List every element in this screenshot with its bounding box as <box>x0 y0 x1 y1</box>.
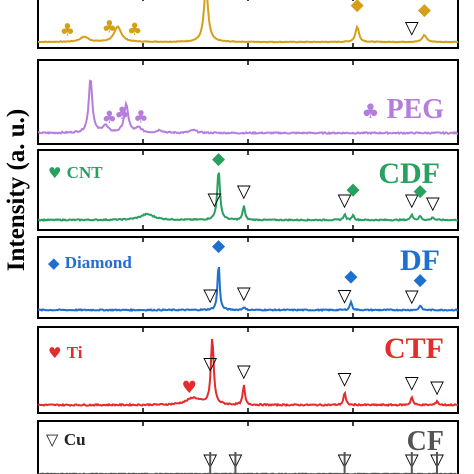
panel-top: ♣ ♣ ♣◆▽◆ <box>37 0 459 49</box>
peak-marker-diamond: ◆ <box>346 180 360 200</box>
series-line-top <box>37 0 459 44</box>
peak-marker-diamond: ◆ <box>351 0 365 15</box>
y-axis-label: Intensity (a. u.) <box>3 109 30 272</box>
sample-label-text: CF <box>407 426 444 457</box>
peak-marker-triangle: ▽ <box>338 286 352 307</box>
peak-marker-diamond: ◆ <box>418 0 432 20</box>
peak-marker-diamond: ◆ <box>212 149 226 169</box>
panel-cdf: ◆▽ ▽ ▽◆▽◆▽CDF♥ CNT <box>37 149 459 231</box>
series-line-cdf <box>37 172 458 222</box>
peak-marker-triangle: ▽ <box>237 181 251 202</box>
panel-frame <box>37 420 459 474</box>
peak-marker-triangle: ▽ <box>203 285 217 306</box>
legend-entry-cdf: ♥ CNT <box>48 163 103 182</box>
peak-marker-club: ♣ <box>102 108 117 128</box>
peak-marker-triangle: ▽ <box>405 18 419 39</box>
sample-label-cdf: CDF <box>378 157 440 190</box>
legend-triangle-icon: ▽ <box>46 430 64 449</box>
peak-marker-triangle: ▽ <box>430 377 444 398</box>
peak-marker-triangle: ▽ <box>405 286 419 307</box>
peak-marker-club: ♣ <box>133 107 148 127</box>
peak-marker-triangle: ▽ <box>203 354 217 375</box>
peak-marker-club: ♣ <box>102 18 117 38</box>
sample-label-text: CDF <box>378 157 440 190</box>
peak-marker-club: ♣ <box>60 20 75 40</box>
legend-text: Ti <box>67 343 83 362</box>
sample-label-df: DF <box>400 244 440 277</box>
legend-entry-cf: ▽ Cu <box>46 430 86 449</box>
legend-entry-ctf: ♥ Ti <box>48 343 83 362</box>
series-line-df <box>37 266 459 313</box>
peak-marker-triangle: ▽ <box>405 190 419 211</box>
legend-text: Cu <box>64 430 86 449</box>
panel-df: ◆▽ ▽ ▽◆▽◆DF◆ Diamond <box>37 236 459 319</box>
sample-label-ctf: CTF <box>384 332 444 365</box>
legend-text: CNT <box>67 163 104 182</box>
sample-label-text: PEG <box>386 94 444 125</box>
peak-marker-triangle: ▽ <box>405 373 419 394</box>
sample-label-cf: CF <box>407 426 444 457</box>
sample-label-peg: ♣ PEG <box>362 94 445 125</box>
panel-peg: ♣♣ ♣ ♣ PEG <box>37 59 459 145</box>
series-line-peg <box>37 79 459 136</box>
peak-marker-diamond: ◆ <box>414 270 428 290</box>
series-line-ctf <box>37 338 459 408</box>
peak-marker-diamond: ◆ <box>212 236 226 256</box>
legend-text: Diamond <box>65 253 133 272</box>
peak-marker-triangle: ▽ <box>237 283 251 304</box>
peak-marker-triangle: ▽ <box>426 193 440 214</box>
peak-marker-triangle: ▽ <box>338 368 352 389</box>
legend-entry-df: ◆ Diamond <box>48 253 132 272</box>
peak-marker-diamond: ◆ <box>344 267 358 287</box>
panel-frame <box>37 236 459 319</box>
legend-diamond-icon: ◆ <box>48 254 65 272</box>
peak-marker-diamond: ◆ <box>414 181 428 201</box>
peak-marker-club: ♣ <box>114 104 129 124</box>
peak-marker-triangle: ▽ <box>207 189 221 210</box>
peak-marker-club: ♣ <box>127 20 142 40</box>
legend-heart-icon: ♥ <box>48 344 67 362</box>
sample-label-text: DF <box>400 244 440 277</box>
peak-marker-triangle: ▽ <box>237 361 251 382</box>
panel-ctf: ♥ ▽ ▽ ▽ ▽ ▽ CTF ♥ Ti <box>37 326 459 414</box>
panel-cf: ▽▽▽▽▽CF▽ Cu <box>37 420 459 474</box>
legend-heart-icon: ♥ <box>48 164 67 182</box>
sample-label-text: CTF <box>384 332 444 365</box>
peak-marker-heart: ♥ <box>182 378 197 398</box>
peak-marker-triangle: ▽ <box>338 190 352 211</box>
legend-club-icon: ♣ <box>362 99 387 123</box>
